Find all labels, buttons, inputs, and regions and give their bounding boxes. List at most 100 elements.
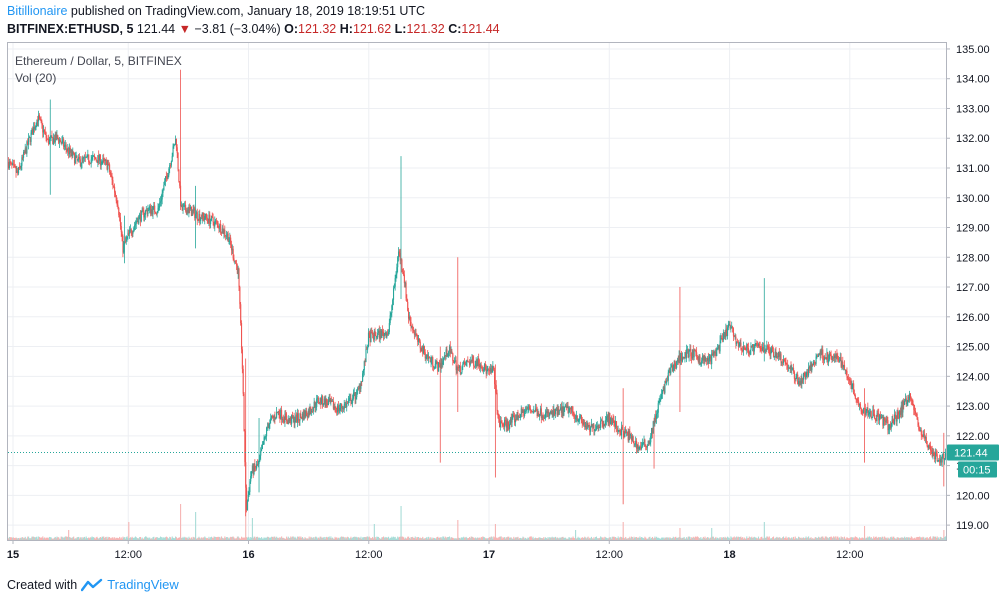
candle-body [156, 212, 158, 214]
candle-body [449, 346, 451, 354]
tradingview-logo-icon [81, 578, 103, 591]
volume-bar [665, 537, 667, 540]
tradingview-brand-link[interactable]: TradingView [107, 577, 179, 592]
candle-body [243, 393, 245, 432]
volume-bar [222, 538, 224, 540]
volume-bar [437, 536, 439, 540]
volume-bar [650, 538, 652, 540]
candle-body [879, 415, 881, 418]
candle-body [458, 365, 461, 368]
candle-body [613, 420, 615, 426]
candle-body [758, 343, 760, 347]
volume-bar [700, 537, 702, 540]
candle-body [84, 156, 86, 158]
y-tick-label: 135.00 [956, 44, 990, 56]
volume-bar [565, 538, 567, 540]
candle-body [692, 349, 694, 358]
candle-body [65, 144, 67, 149]
candle-body [625, 431, 628, 433]
volume-bar [847, 538, 849, 540]
candle-body [757, 343, 760, 347]
volume-bar [832, 538, 834, 540]
candle-body [499, 419, 501, 428]
candle-body [867, 407, 869, 416]
candle-body [293, 416, 295, 424]
candle-body [448, 346, 451, 352]
volume-bar [430, 538, 432, 540]
candle-body [235, 260, 237, 264]
volume-bar [148, 538, 150, 540]
candle-body [644, 439, 646, 445]
candle-body [147, 210, 149, 214]
chart-pane[interactable] [7, 42, 947, 541]
candle-body [174, 144, 176, 146]
candle-body [713, 351, 715, 353]
candle-body [164, 181, 166, 186]
volume-bar [379, 538, 381, 540]
candle-body [379, 330, 381, 339]
candle-body [580, 415, 582, 421]
volume-bar [595, 536, 598, 540]
volume-bar [258, 537, 260, 540]
price-chart[interactable]: 135.00134.00133.00132.00131.00130.00129.… [0, 0, 1006, 575]
candle-body [651, 428, 653, 436]
y-tick-label: 124.00 [956, 371, 990, 383]
candle-body [875, 418, 877, 422]
volume-bar [247, 536, 249, 540]
volume-bar [85, 536, 87, 540]
candle-body [546, 410, 548, 414]
symbol-name[interactable]: BITFINEX:ETHUSD, 5 [7, 22, 134, 36]
candle-body [724, 332, 726, 338]
volume-bar [837, 536, 839, 540]
volume-bar [215, 537, 218, 540]
volume-bar [56, 536, 58, 540]
volume-bar [659, 538, 661, 540]
candle-body [29, 137, 31, 142]
candle-body [805, 372, 807, 379]
candle-body [563, 407, 565, 416]
candle-body [113, 186, 115, 188]
volume-bar [568, 537, 570, 540]
volume-bar [928, 538, 930, 540]
volume-bar [156, 536, 158, 540]
candle-body [831, 358, 833, 360]
candle-body [16, 170, 18, 173]
candle-body [486, 369, 488, 374]
candle-body [110, 174, 112, 176]
author-link[interactable]: Bitillionaire [7, 4, 68, 18]
volume-indicator-label[interactable]: Vol (20) [15, 71, 57, 85]
volume-bar [206, 537, 208, 540]
volume-bar [497, 538, 499, 540]
candle-body [869, 412, 871, 415]
volume-bar [796, 538, 798, 540]
volume-bar [21, 537, 23, 540]
candle-body [53, 138, 55, 145]
volume-bar [619, 537, 621, 540]
volume-bar [933, 536, 935, 540]
candle-body [340, 404, 342, 409]
volume-bar [667, 537, 669, 540]
volume-bar [621, 537, 623, 540]
candle-body [681, 352, 683, 362]
volume-bar [649, 536, 651, 540]
volume-bar [230, 536, 232, 540]
y-tick-label: 126.00 [956, 312, 990, 324]
volume-bar [743, 537, 745, 540]
candle-body [360, 381, 362, 389]
volume-bar [583, 537, 585, 540]
candle-body [468, 361, 470, 363]
candle-body [499, 421, 501, 428]
symbol-legend: BITFINEX:ETHUSD, 5 121.44 ▼ −3.81 (−3.04… [7, 22, 500, 36]
candle-body [617, 430, 619, 432]
volume-bar [594, 538, 596, 540]
volume-bar [483, 536, 485, 540]
volume-bar [260, 538, 262, 540]
candle-body [511, 416, 513, 423]
candle-body [608, 413, 610, 424]
candle-body [99, 154, 101, 166]
candle-body [529, 408, 532, 411]
volume-bar [624, 538, 626, 540]
volume-bar [777, 537, 780, 540]
volume-bar [93, 537, 95, 540]
candle-body [275, 418, 277, 420]
